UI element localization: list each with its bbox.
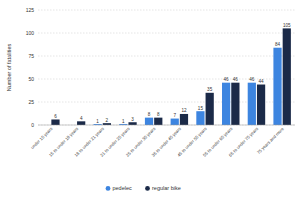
bar bbox=[103, 123, 111, 125]
x-tick-label: 65 to under 75 years bbox=[228, 126, 259, 157]
grid-line bbox=[38, 10, 295, 11]
bar bbox=[77, 121, 85, 125]
data-label: 12 bbox=[181, 108, 187, 113]
y-axis-label: Number of fatalities bbox=[6, 44, 12, 92]
data-label: 44 bbox=[259, 79, 265, 84]
bar bbox=[231, 83, 239, 125]
legend-label: regular bike bbox=[152, 185, 181, 191]
bar bbox=[206, 93, 214, 125]
y-tick-label: 75 bbox=[28, 53, 34, 59]
y-tick-label: 25 bbox=[28, 99, 34, 105]
grid-line bbox=[38, 33, 295, 34]
data-label: 35 bbox=[207, 87, 213, 92]
grid-line bbox=[38, 125, 295, 126]
data-label: 8 bbox=[157, 112, 160, 117]
data-label: 8 bbox=[148, 112, 151, 117]
bars bbox=[51, 28, 291, 125]
y-tick-label: 50 bbox=[28, 76, 34, 82]
data-label: 2 bbox=[106, 118, 109, 123]
legend-swatch bbox=[145, 186, 150, 191]
x-tick-label: 75 years and more bbox=[256, 126, 285, 155]
data-label: 46 bbox=[233, 77, 239, 82]
data-label: 7 bbox=[173, 113, 176, 118]
x-tick-label: under 15 years bbox=[30, 126, 54, 150]
legend: pedelec regular bike bbox=[106, 185, 181, 191]
bar bbox=[196, 111, 204, 125]
legend-label: pedelec bbox=[113, 185, 133, 191]
data-label: 1 bbox=[96, 119, 99, 124]
grid-line bbox=[38, 56, 295, 57]
bar bbox=[51, 119, 59, 125]
data-label: 1 bbox=[122, 119, 125, 124]
data-label: 15 bbox=[198, 106, 204, 111]
legend-swatch bbox=[106, 186, 111, 191]
bar bbox=[222, 83, 230, 125]
data-label: 105 bbox=[283, 23, 291, 28]
bar bbox=[171, 119, 179, 125]
bar bbox=[128, 122, 136, 125]
chart: 0 25 50 75 100 125 Number of fatalities 1 1 8 7 15 4… bbox=[0, 0, 300, 200]
y-tick-label: 125 bbox=[26, 7, 35, 13]
bar bbox=[154, 118, 162, 125]
data-label: 84 bbox=[275, 42, 281, 47]
x-axis bbox=[38, 125, 295, 126]
y-tick-label: 0 bbox=[31, 122, 34, 128]
grid-line bbox=[38, 102, 295, 103]
y-tick-label: 100 bbox=[26, 30, 35, 36]
data-label: 3 bbox=[131, 117, 134, 122]
bar bbox=[283, 28, 291, 125]
bar bbox=[248, 83, 256, 125]
data-label: 46 bbox=[224, 77, 230, 82]
grid-line bbox=[38, 79, 295, 80]
data-label: 6 bbox=[54, 114, 57, 119]
bar bbox=[257, 85, 265, 125]
bar bbox=[180, 114, 188, 125]
data-label: 4 bbox=[80, 116, 83, 121]
bar bbox=[273, 48, 281, 125]
data-label: 46 bbox=[249, 77, 255, 82]
bar bbox=[145, 118, 153, 125]
